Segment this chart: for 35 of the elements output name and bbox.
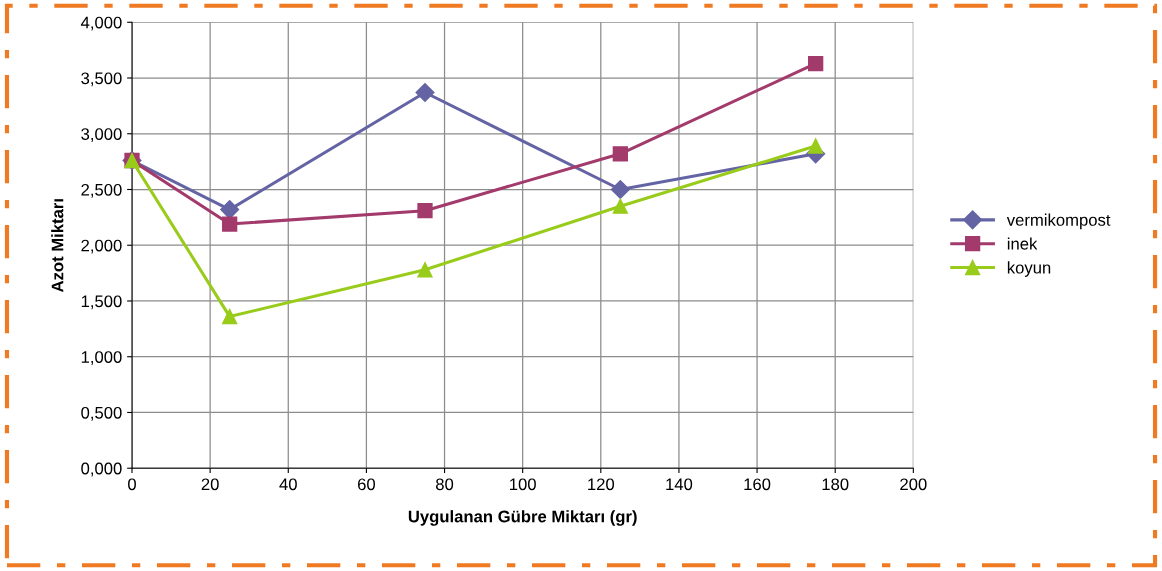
point xyxy=(417,203,433,219)
point xyxy=(417,262,433,278)
x-tick-label: 160 xyxy=(744,478,771,491)
point xyxy=(222,308,238,325)
y-tick-label: 0,500 xyxy=(81,406,122,421)
point xyxy=(610,179,630,200)
y-tick-label: 2,500 xyxy=(81,183,122,198)
legend-label: koyun xyxy=(1007,261,1051,277)
y-tick-label: 2,000 xyxy=(81,239,122,254)
y-tick-label: 3,500 xyxy=(81,72,122,87)
point xyxy=(808,138,824,154)
point xyxy=(222,216,238,232)
y-axis-title: Azot Miktarı xyxy=(51,199,64,293)
y-tick-label: 3,000 xyxy=(81,128,122,142)
x-tick-label: 40 xyxy=(279,478,297,491)
x-tick-label: 180 xyxy=(822,478,849,491)
legend-label: vermikompost xyxy=(1006,213,1111,230)
y-tick-label: 0,000 xyxy=(81,462,122,477)
point xyxy=(808,55,824,72)
y-tick-label: 1,500 xyxy=(81,295,122,310)
x-tick-label: 100 xyxy=(510,478,536,491)
x-tick-label: 80 xyxy=(435,478,454,491)
point xyxy=(415,82,435,103)
x-tick-label: 200 xyxy=(900,478,927,491)
point xyxy=(612,146,628,162)
legend-label: inek xyxy=(1007,237,1038,250)
x-tick-label: 0 xyxy=(128,478,136,491)
x-tick-label: 140 xyxy=(666,478,693,491)
x-tick-label: 120 xyxy=(588,478,615,491)
y-tick-label: 1,000 xyxy=(81,351,122,365)
x-tick-label: 20 xyxy=(201,478,219,491)
y-tick-label: 4,000 xyxy=(80,16,122,31)
x-axis-title: Uygulanan Gübre Miktarı (gr) xyxy=(408,510,637,526)
x-tick-label: 60 xyxy=(357,478,376,491)
point xyxy=(612,198,628,214)
